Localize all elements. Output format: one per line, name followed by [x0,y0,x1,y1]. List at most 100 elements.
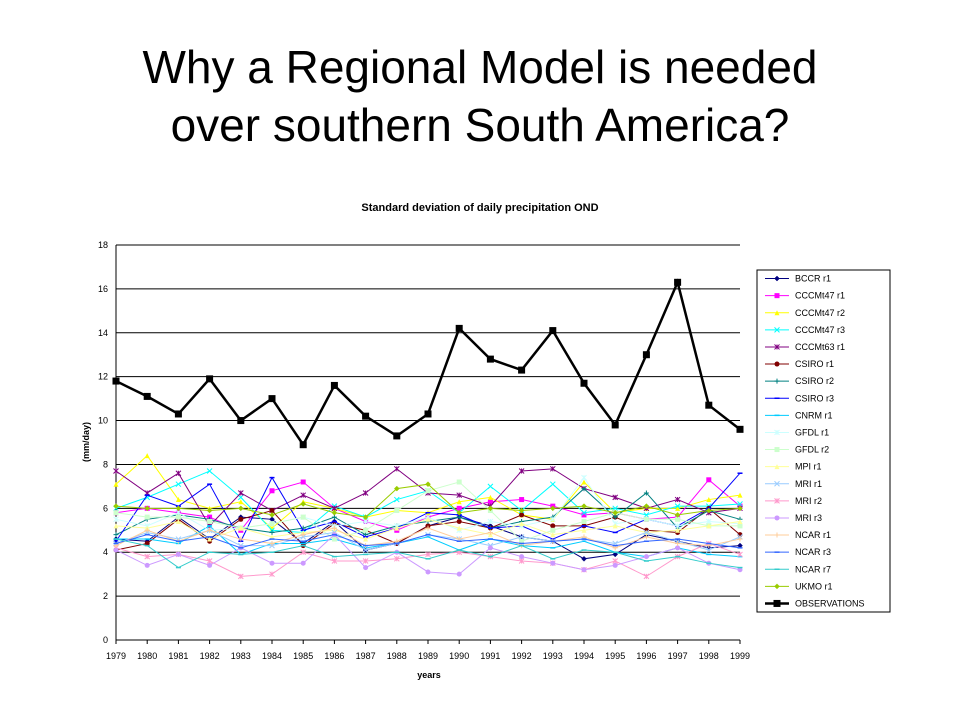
data-point [207,519,213,524]
legend-label: BCCR r1 [795,274,831,284]
data-point [269,560,275,566]
data-point [207,536,213,542]
data-point [549,505,556,512]
data-point [706,497,712,503]
data-point [519,538,525,544]
data-point [113,481,119,487]
legend-label: MRI r2 [795,496,822,506]
data-point [456,499,462,505]
y-tick-label: 8 [103,459,108,469]
data-point [424,410,432,418]
y-tick-label: 16 [98,284,108,294]
data-point [612,523,618,529]
data-point [737,551,743,558]
x-tick-label: 1992 [512,651,532,661]
y-axis-label: (mm/day) [81,422,91,462]
data-point [175,497,181,503]
legend-label: CCCMt47 r3 [795,325,845,335]
legend-label: UKMO r1 [795,581,833,591]
y-tick-label: 14 [98,328,108,338]
data-point [674,523,681,529]
y-tick-label: 10 [98,416,108,426]
data-point [144,553,151,560]
data-point [581,509,587,516]
legend-entry: GFDL r2 [765,445,829,455]
legend-label: GFDL r1 [795,427,829,437]
x-tick-label: 1996 [636,651,656,661]
legend-entry: CCCMt63 r1 [765,342,845,352]
data-point [456,505,462,511]
data-point [113,510,119,516]
legend-entry: CSIRO r2 [765,376,834,386]
data-point [144,562,150,568]
data-point [331,525,337,531]
data-point [581,479,587,485]
legend-swatch-marker [774,429,780,436]
legend-entry: CSIRO r1 [765,359,834,369]
y-tick-label: 0 [103,635,108,645]
legend-swatch-marker [774,515,780,521]
data-point [330,381,338,389]
data-point [550,523,556,529]
legend-label: CSIRO r1 [795,359,834,369]
data-point [706,477,712,483]
data-point [549,465,556,472]
x-tick-label: 1997 [668,651,688,661]
data-point [581,512,587,518]
x-tick-label: 1987 [356,651,376,661]
data-point [675,516,681,522]
data-point [331,558,338,564]
data-point [237,573,244,580]
data-point [643,529,650,536]
data-point [611,421,619,429]
series-ncar-r7 [113,538,743,569]
data-point [736,425,744,433]
data-point [455,324,463,332]
data-point [612,505,619,512]
data-point [300,549,307,556]
data-point [238,525,244,531]
data-point [674,503,681,509]
legend-label: CCCMt47 r2 [795,308,845,318]
legend-label: CCCMt63 r1 [795,342,845,352]
data-point [674,496,681,503]
data-point [237,490,244,496]
x-tick-label: 1982 [200,651,220,661]
data-point [238,536,244,542]
data-point [175,514,181,520]
legend-label: CNRM r1 [795,410,833,420]
data-point [705,518,712,525]
data-point [487,505,494,512]
slide-title-line-2: over southern South America? [170,99,790,151]
data-point [581,519,587,524]
data-point [394,525,400,531]
data-point [518,366,526,374]
data-point [425,481,431,488]
data-point [549,516,556,523]
data-point [300,514,306,520]
data-point [643,512,650,518]
data-point [581,555,587,562]
data-point [456,509,463,516]
data-point [175,481,182,488]
data-point [393,432,401,440]
data-point [425,516,431,522]
legend-entry: UKMO r1 [765,581,833,591]
data-point [425,551,431,558]
legend-entry: OBSERVATIONS [765,598,865,608]
data-point [612,551,619,558]
chart-title: Standard deviation of daily precipitatio… [361,202,598,214]
data-point [362,514,369,520]
data-point [612,558,619,564]
legend-label: MRI r3 [795,513,822,523]
legend-entry: NCAR r7 [765,564,831,574]
data-point [362,558,369,564]
data-point [581,527,587,533]
x-tick-label: 1980 [137,651,157,661]
legend-label: GFDL r2 [795,445,829,455]
x-tick-label: 1979 [106,651,126,661]
data-point [113,532,119,538]
data-point [237,505,244,512]
data-point [456,525,462,531]
